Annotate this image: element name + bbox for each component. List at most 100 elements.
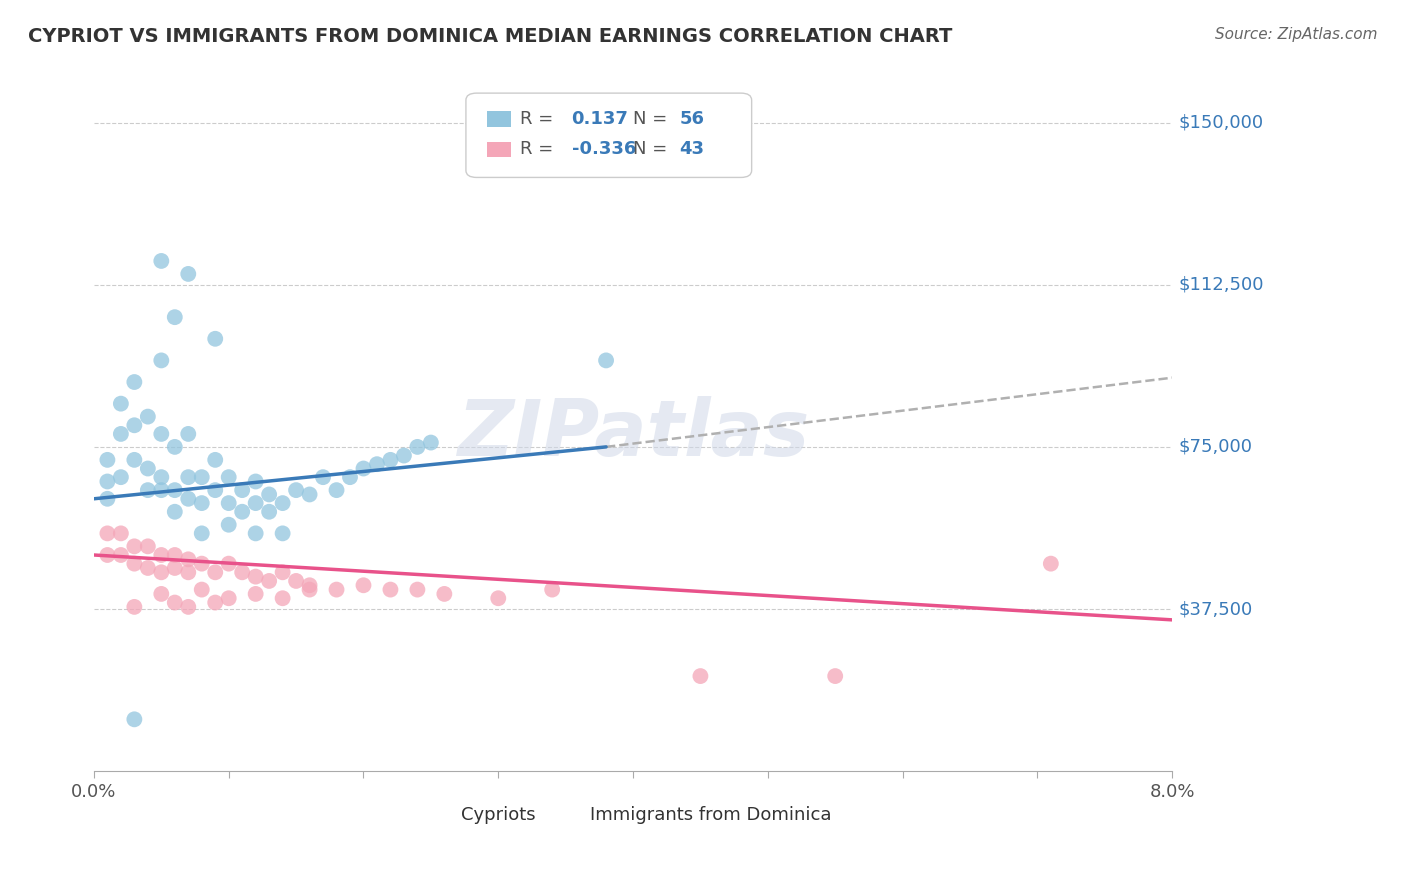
Point — [96, 453, 118, 467]
Text: N =: N = — [633, 110, 668, 128]
Point — [406, 440, 429, 454]
Text: CYPRIOT VS IMMIGRANTS FROM DOMINICA MEDIAN EARNINGS CORRELATION CHART: CYPRIOT VS IMMIGRANTS FROM DOMINICA MEDI… — [28, 27, 952, 45]
Point — [124, 375, 146, 389]
Point — [406, 582, 429, 597]
Text: -0.336: -0.336 — [572, 140, 636, 158]
Point — [204, 453, 226, 467]
Point — [257, 574, 280, 588]
Point — [271, 566, 294, 580]
Point — [245, 569, 267, 583]
Text: $150,000: $150,000 — [1178, 113, 1264, 132]
Point — [163, 505, 186, 519]
Text: Cypriots: Cypriots — [461, 806, 536, 824]
Point — [271, 496, 294, 510]
Point — [595, 353, 617, 368]
Point — [150, 254, 173, 268]
Point — [298, 582, 321, 597]
Point — [177, 470, 200, 484]
Point — [218, 517, 240, 532]
Point — [190, 582, 212, 597]
Point — [218, 496, 240, 510]
Point — [177, 566, 200, 580]
Point — [163, 561, 186, 575]
FancyBboxPatch shape — [562, 810, 582, 825]
Point — [150, 470, 173, 484]
Point — [136, 539, 159, 553]
FancyBboxPatch shape — [433, 810, 453, 825]
FancyBboxPatch shape — [488, 112, 512, 127]
Point — [218, 470, 240, 484]
Point — [136, 409, 159, 424]
Point — [150, 426, 173, 441]
Text: R =: R = — [520, 140, 553, 158]
FancyBboxPatch shape — [465, 93, 752, 178]
Point — [824, 669, 846, 683]
Point — [150, 548, 173, 562]
Point — [124, 539, 146, 553]
Point — [271, 526, 294, 541]
Point — [433, 587, 456, 601]
Point — [380, 582, 402, 597]
Point — [163, 548, 186, 562]
Point — [110, 397, 132, 411]
Text: 56: 56 — [679, 110, 704, 128]
Point — [1039, 557, 1062, 571]
Point — [285, 574, 308, 588]
Point — [110, 526, 132, 541]
Point — [486, 591, 509, 606]
Point — [312, 470, 335, 484]
Point — [177, 267, 200, 281]
Point — [110, 426, 132, 441]
Point — [204, 483, 226, 497]
Text: 43: 43 — [679, 140, 704, 158]
Point — [231, 566, 253, 580]
Point — [136, 561, 159, 575]
Point — [245, 475, 267, 489]
Point — [190, 526, 212, 541]
Point — [124, 712, 146, 726]
Text: 0.137: 0.137 — [572, 110, 628, 128]
Point — [285, 483, 308, 497]
Point — [163, 440, 186, 454]
Point — [150, 587, 173, 601]
Text: $75,000: $75,000 — [1178, 438, 1253, 456]
Point — [124, 418, 146, 433]
Point — [392, 449, 415, 463]
Point — [339, 470, 361, 484]
Point — [257, 505, 280, 519]
Point — [163, 596, 186, 610]
Point — [353, 461, 375, 475]
Text: ZIPatlas: ZIPatlas — [457, 396, 810, 472]
Point — [150, 566, 173, 580]
Point — [177, 491, 200, 506]
Point — [177, 599, 200, 614]
FancyBboxPatch shape — [488, 142, 512, 157]
Point — [150, 353, 173, 368]
Point — [190, 496, 212, 510]
Text: R =: R = — [520, 110, 553, 128]
Text: Source: ZipAtlas.com: Source: ZipAtlas.com — [1215, 27, 1378, 42]
Point — [245, 496, 267, 510]
Point — [257, 487, 280, 501]
Point — [353, 578, 375, 592]
Point — [231, 505, 253, 519]
Point — [689, 669, 711, 683]
Point — [325, 483, 347, 497]
Point — [204, 596, 226, 610]
Point — [218, 557, 240, 571]
Point — [366, 457, 388, 471]
Point — [110, 470, 132, 484]
Point — [96, 548, 118, 562]
Point — [110, 548, 132, 562]
Point — [298, 487, 321, 501]
Point — [204, 332, 226, 346]
Point — [204, 566, 226, 580]
Text: $112,500: $112,500 — [1178, 276, 1264, 293]
Point — [96, 491, 118, 506]
Point — [380, 453, 402, 467]
Point — [177, 426, 200, 441]
Point — [218, 591, 240, 606]
Point — [190, 557, 212, 571]
Point — [245, 587, 267, 601]
Point — [325, 582, 347, 597]
